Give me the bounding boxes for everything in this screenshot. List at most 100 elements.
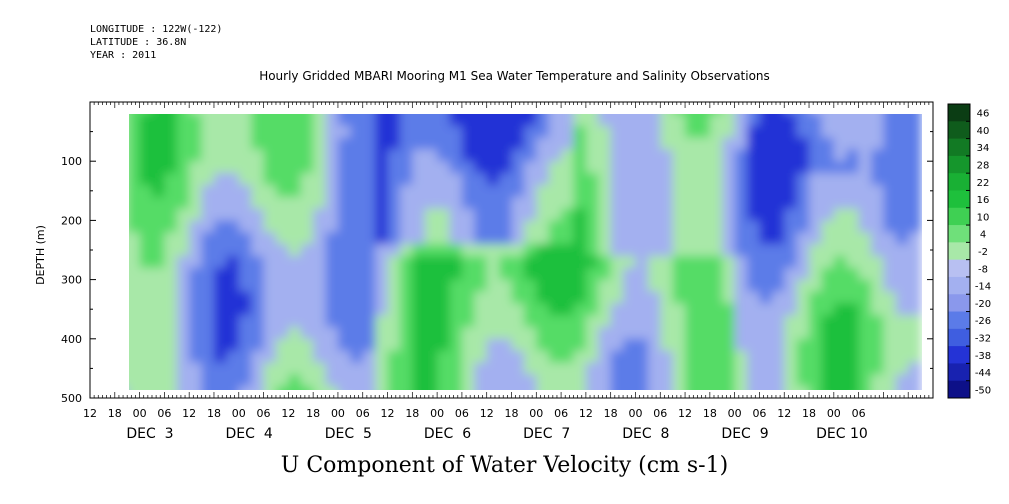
velocity-cell: [573, 232, 587, 246]
velocity-cell: [771, 161, 786, 175]
velocity-cell: [536, 303, 550, 317]
velocity-cell: [238, 386, 253, 390]
velocity-cell: [660, 326, 674, 340]
velocity-cell: [858, 125, 873, 139]
velocity-cell: [251, 125, 265, 139]
velocity-cell: [474, 208, 488, 222]
velocity-cell: [908, 291, 922, 305]
velocity-cell: [263, 338, 277, 352]
velocity-cell: [251, 137, 265, 151]
velocity-cell: [784, 149, 798, 163]
velocity-cell: [412, 208, 426, 222]
velocity-cell: [771, 173, 786, 186]
velocity-cell: [511, 220, 525, 234]
velocity-cell: [660, 220, 674, 234]
velocity-cell: [424, 149, 439, 163]
velocity-cell: [883, 303, 897, 317]
velocity-cell: [251, 350, 265, 364]
velocity-cell: [139, 386, 153, 390]
velocity-cell: [709, 161, 724, 175]
velocity-cell: [796, 137, 811, 151]
velocity-cell: [263, 161, 277, 175]
velocity-cell: [313, 338, 327, 352]
velocity-cell: [486, 374, 501, 388]
velocity-cell: [585, 208, 600, 222]
velocity-cell: [623, 279, 637, 293]
colorbar-label: -26: [975, 316, 991, 327]
velocity-cell: [176, 303, 191, 317]
velocity-cell: [883, 255, 897, 269]
velocity-cell: [325, 184, 339, 198]
velocity-cell: [685, 326, 699, 340]
velocity-cell: [561, 173, 575, 186]
velocity-cell: [858, 291, 873, 305]
x-hour-label: 12: [381, 407, 395, 420]
velocity-cell: [387, 374, 401, 388]
velocity-cell: [288, 220, 302, 234]
velocity-cell: [461, 149, 476, 163]
velocity-cell: [759, 161, 773, 175]
velocity-cell: [151, 220, 166, 234]
velocity-cell: [213, 386, 228, 390]
velocity-cell: [275, 291, 290, 305]
velocity-cell: [337, 137, 352, 151]
velocity-cell: [474, 303, 488, 317]
velocity-cell: [337, 386, 352, 390]
velocity-cell: [647, 220, 662, 234]
velocity-cell: [647, 326, 662, 340]
velocity-cell: [387, 149, 401, 163]
velocity-cell: [499, 114, 513, 127]
velocity-cell: [461, 137, 476, 151]
velocity-cell: [362, 374, 377, 388]
velocity-cell: [300, 267, 315, 281]
velocity-cell: [313, 386, 327, 390]
velocity-cell: [821, 149, 835, 163]
velocity-cell: [288, 267, 302, 281]
velocity-cell: [784, 255, 798, 269]
velocity-cell: [189, 149, 203, 163]
velocity-cell: [288, 315, 302, 328]
velocity-cell: [449, 255, 463, 269]
x-hour-label: 06: [157, 407, 171, 420]
colorbar-label: 28: [977, 161, 990, 172]
velocity-cell: [734, 374, 749, 388]
velocity-cell: [871, 114, 885, 127]
velocity-cell: [474, 315, 488, 328]
velocity-cell: [672, 208, 687, 222]
velocity-cell: [201, 114, 215, 127]
velocity-cell: [709, 326, 724, 340]
velocity-cell: [771, 244, 786, 257]
velocity-cell: [771, 232, 786, 246]
velocity-cell: [164, 386, 178, 390]
velocity-cell: [734, 386, 749, 390]
velocity-cell: [238, 114, 253, 127]
velocity-cell: [734, 315, 749, 328]
velocity-cell: [573, 173, 587, 186]
velocity-cell: [709, 267, 724, 281]
velocity-cell: [598, 326, 612, 340]
velocity-cell: [858, 114, 873, 127]
velocity-cell: [151, 326, 166, 340]
velocity-cell: [164, 291, 178, 305]
velocity-cell: [437, 303, 451, 317]
velocity-cell: [759, 255, 773, 269]
velocity-cell: [424, 374, 439, 388]
velocity-cell: [164, 362, 178, 376]
velocity-cells: [129, 114, 922, 390]
velocity-cell: [722, 137, 736, 151]
velocity-cell: [139, 184, 153, 198]
velocity-cell: [375, 184, 389, 198]
velocity-cell: [412, 114, 426, 127]
velocity-cell: [573, 208, 587, 222]
velocity-cell: [474, 244, 488, 257]
velocity-cell: [139, 161, 153, 175]
velocity-cell: [350, 338, 364, 352]
variable-label: U Component of Water Velocity (cm s-1): [280, 453, 729, 478]
velocity-cell: [511, 244, 525, 257]
velocity-cell: [139, 173, 153, 186]
velocity-cell: [213, 125, 228, 139]
velocity-cell: [201, 350, 215, 364]
velocity-cell: [610, 232, 625, 246]
velocity-cell: [548, 255, 563, 269]
velocity-cell: [821, 374, 835, 388]
